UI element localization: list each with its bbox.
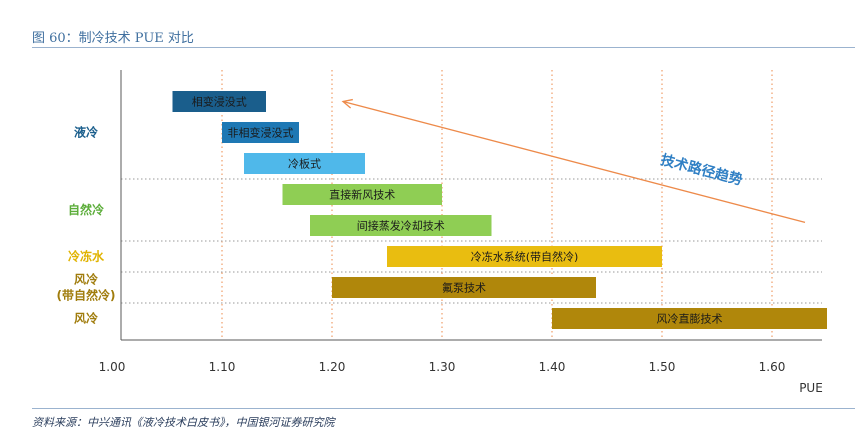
group-label-line: 液冷 [74,125,98,140]
group-label: 冷冻水 [68,249,105,264]
bar-label: 间接蒸发冷却技术 [357,219,445,233]
x-tick-label: 1.50 [649,360,676,374]
x-tick-label: 1.00 [99,360,126,374]
range-bar [332,277,596,298]
bar-label: 直接新风技术 [329,188,395,202]
bar-label: 氟泵技术 [442,282,486,295]
x-tick-label: 1.60 [759,360,786,374]
group-label-line: 风冷 [74,272,98,287]
range-bar [387,246,662,267]
range-bar [552,308,827,329]
x-tick-label: 1.20 [319,360,346,374]
x-axis-label: PUE [799,381,823,395]
trend-arrow-head [341,98,353,109]
title-divider [32,47,855,48]
range-bar [310,215,492,236]
x-tick-label: 1.30 [429,360,456,374]
x-tick-label: 1.40 [539,360,566,374]
group-label: 风冷(带自然冷) [57,272,116,303]
source-divider [32,408,855,409]
bar-label: 冷冻水系统(带自然冷) [471,250,579,264]
group-label-line: 冷冻水 [68,249,105,264]
range-bar [172,91,266,112]
trend-arrow-line [342,100,806,224]
bar-label: 相变浸没式 [192,95,247,109]
range-bar [244,153,365,174]
x-tick-label: 1.10 [209,360,236,374]
group-label-line: (带自然冷) [57,288,116,303]
bar-label: 冷板式 [288,157,321,171]
group-label-line: 自然冷 [68,202,104,217]
range-bar [282,184,442,205]
source-note: 资料来源：中兴通讯《液冷技术白皮书》，中国银河证券研究院 [32,416,335,429]
figure-title: 图 60：制冷技术 PUE 对比 [32,31,194,46]
group-label: 自然冷 [68,202,104,217]
bar-label: 风冷直膨技术 [657,312,723,326]
bar-label: 非相变浸没式 [228,126,294,140]
group-label-line: 风冷 [74,311,98,326]
trend-annotation: 技术路径趋势 [659,151,745,189]
range-bar [222,122,299,143]
group-label: 液冷 [74,125,98,140]
group-label: 风冷 [74,311,98,326]
